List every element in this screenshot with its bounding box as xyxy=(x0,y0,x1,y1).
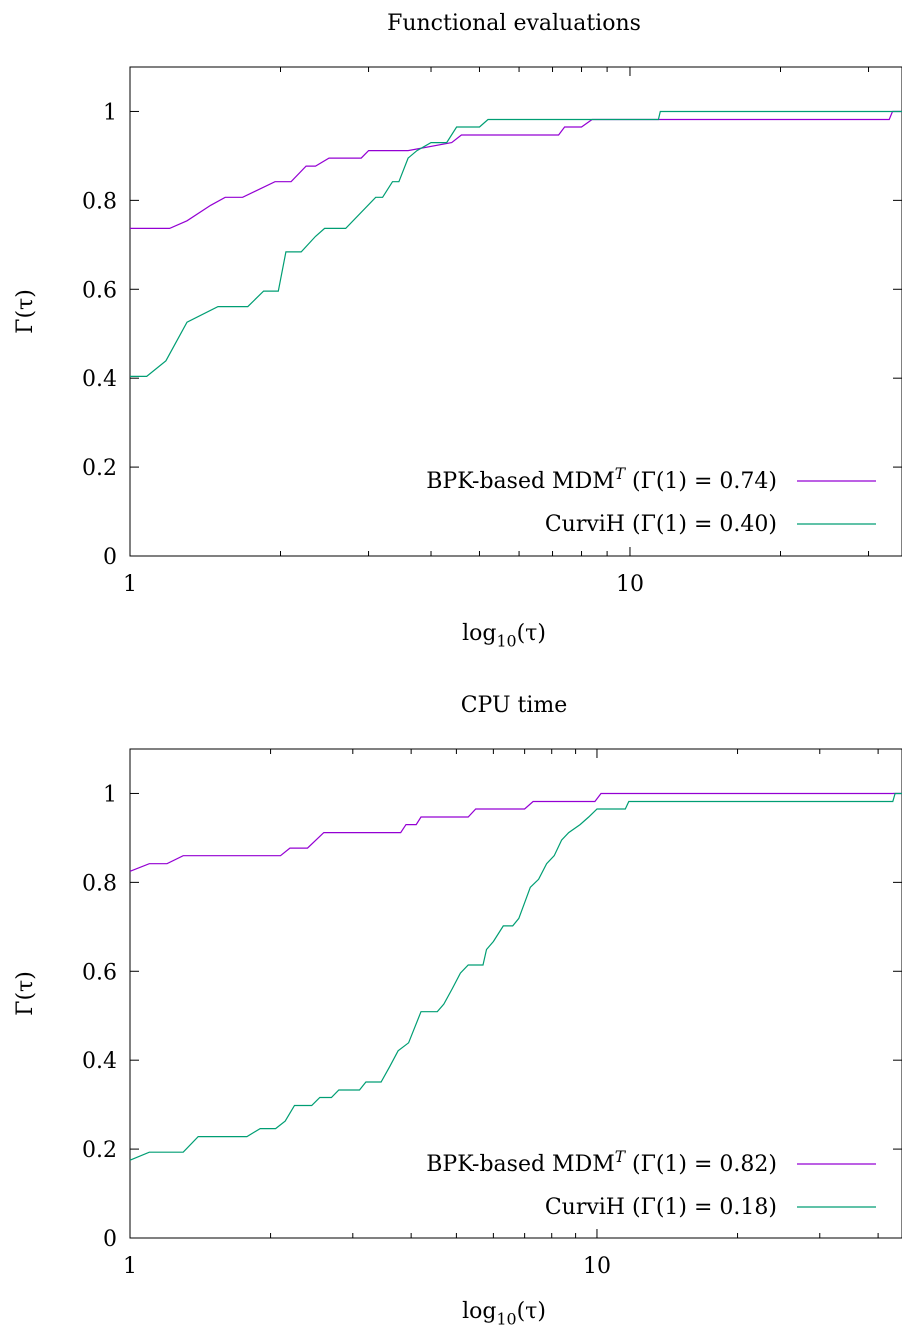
x-tick-label: 10 xyxy=(583,1254,611,1279)
y-tick-label: 0.8 xyxy=(82,871,117,896)
y-tick-label: 1 xyxy=(103,100,117,125)
plot-frame xyxy=(129,748,902,1239)
chart-title: Functional evaluations xyxy=(387,11,641,36)
series-line-1 xyxy=(129,792,902,872)
x-tick-label: 1 xyxy=(123,572,137,597)
legend-label-2: CurviH (Γ(1) = 0.18) xyxy=(545,1195,777,1220)
x-axis-label: log10(τ) xyxy=(462,621,546,651)
legend-label-1: BPK-based MDMT (Γ(1) = 0.82) xyxy=(426,1148,777,1177)
legend-label-1: BPK-based MDMT (Γ(1) = 0.74) xyxy=(426,465,777,494)
y-axis-label: Γ(τ) xyxy=(13,289,38,334)
y-tick-label: 0 xyxy=(103,1227,117,1252)
series-line-1 xyxy=(130,110,902,229)
y-tick-label: 0.6 xyxy=(82,960,117,985)
y-tick-label: 0 xyxy=(103,545,117,570)
x-tick-label: 1 xyxy=(123,1254,137,1279)
x-axis-label: log10(τ) xyxy=(462,1299,546,1329)
x-tick-label: 10 xyxy=(616,572,644,597)
plot-frame xyxy=(129,66,902,557)
series-line-2 xyxy=(130,110,902,377)
y-tick-label: 0.2 xyxy=(82,456,117,481)
chart-panel-1: Functional evaluations 0 0.2 0.4 0.6 0.8 1 1 10 xyxy=(82,11,902,597)
y-tick-label: 0.2 xyxy=(82,1138,117,1163)
y-tick-label: 0.4 xyxy=(82,1049,117,1074)
chart-panel-2: CPU time 0 0.2 0.4 0.6 0.8 1 1 10 xyxy=(82,693,902,1279)
y-tick-label: 0.6 xyxy=(82,278,117,303)
series-line-2 xyxy=(129,792,902,1161)
legend-label-2: CurviH (Γ(1) = 0.40) xyxy=(545,512,777,537)
y-axis-label: Γ(τ) xyxy=(13,971,38,1016)
chart-title: CPU time xyxy=(461,693,568,718)
y-tick-label: 1 xyxy=(103,782,117,807)
y-tick-label: 0.8 xyxy=(82,189,117,214)
y-tick-label: 0.4 xyxy=(82,367,117,392)
